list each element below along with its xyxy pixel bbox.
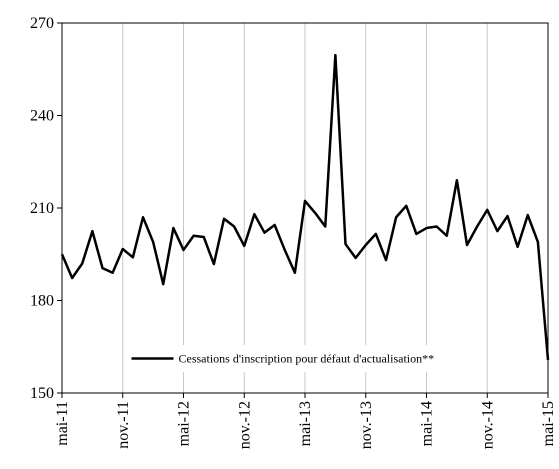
y-tick-label: 150 <box>30 385 54 402</box>
y-tick-label: 210 <box>30 200 54 217</box>
y-tick-label: 270 <box>30 15 54 32</box>
x-tick-label: nov.-11 <box>115 401 132 449</box>
legend-text: Cessations d'inscription pour défaut d'a… <box>179 352 435 366</box>
line-series <box>60 53 550 361</box>
x-tick-label: mai-12 <box>176 401 193 446</box>
x-tick-label: nov.-13 <box>358 401 375 449</box>
x-tick-label: mai-11 <box>54 401 71 446</box>
x-tick-label: mai-14 <box>419 401 436 446</box>
plot-frame <box>61 22 549 394</box>
x-tick-label: mai-15 <box>540 401 557 446</box>
y-tick-label: 240 <box>30 108 54 125</box>
x-tick-label: nov.-12 <box>236 401 253 449</box>
x-tick-label: nov.-14 <box>479 401 496 449</box>
legend-box <box>123 345 479 372</box>
x-tick-label: mai-13 <box>297 401 314 446</box>
y-tick-label: 180 <box>30 293 54 310</box>
